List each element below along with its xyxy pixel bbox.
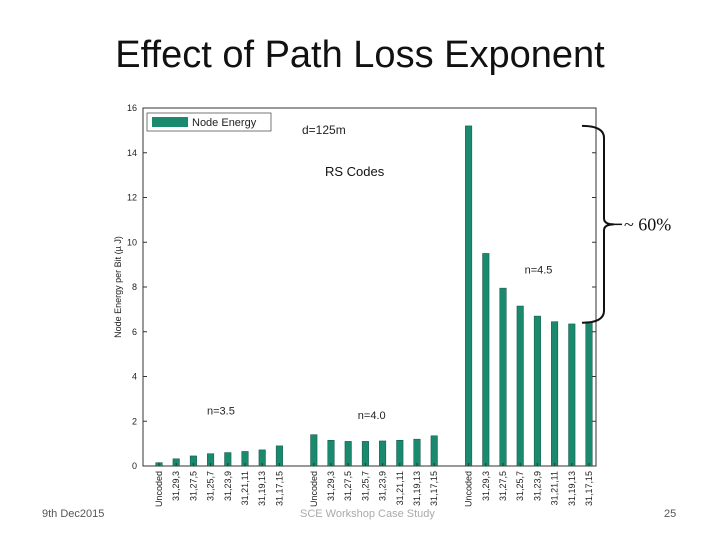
group-label: n=4.5	[525, 265, 553, 277]
bar	[275, 445, 283, 467]
bar	[465, 125, 473, 467]
x-tick-label: 31,17,15	[274, 471, 284, 506]
y-tick-label: 16	[127, 103, 137, 113]
y-tick-label: 4	[132, 372, 137, 382]
y-axis-label: Node Energy per Bit (µ J)	[113, 236, 123, 338]
footer-date: 9th Dec2015	[42, 508, 105, 520]
distance-annotation: d=125m	[302, 123, 346, 137]
bar	[551, 321, 559, 467]
bar	[568, 323, 576, 467]
x-tick-label: 31,19,13	[412, 471, 422, 506]
bar	[516, 305, 524, 467]
bar	[310, 434, 318, 467]
bar	[482, 253, 490, 467]
y-tick-label: 14	[127, 148, 137, 158]
bar	[396, 440, 404, 467]
x-tick-label: 31,17,15	[584, 471, 594, 506]
rs-codes-annotation: RS Codes	[325, 164, 385, 179]
y-ticks: 0 2 4 6 8 10 12 14 16 Node Energy per Bit (µ J)	[113, 103, 596, 471]
x-tick-label: 31,19,13	[257, 471, 267, 506]
bar	[533, 315, 541, 467]
x-tick-label: Uncoded	[464, 471, 474, 507]
footer-center: SCE Workshop Case Study	[300, 508, 435, 520]
x-tick-label: 31,17,15	[429, 471, 439, 506]
bar	[585, 321, 593, 467]
bar	[361, 441, 369, 467]
bar	[344, 441, 352, 467]
x-tick-label: 31,25,7	[360, 471, 370, 501]
bar	[379, 440, 387, 467]
x-tick-label: 31,19,13	[567, 471, 577, 506]
x-tick-label: 31,27,5	[343, 471, 353, 501]
reduction-bracket	[581, 124, 615, 324]
bar	[430, 435, 438, 467]
x-tick-label: Uncoded	[309, 471, 319, 507]
x-tick-label: 31,27,5	[498, 471, 508, 501]
legend: Node Energy	[146, 112, 272, 132]
legend-label: Node Energy	[192, 117, 257, 129]
x-tick-label: 31,21,11	[550, 471, 560, 505]
y-tick-label: 12	[127, 193, 137, 203]
y-tick-label: 10	[127, 237, 137, 247]
x-tick-label: 31,29,3	[326, 471, 336, 501]
x-tick-label: 31,25,7	[206, 471, 216, 501]
x-tick-label: 31,29,3	[171, 471, 181, 501]
bar	[327, 440, 335, 467]
group-label: n=4.0	[358, 410, 386, 422]
slide-title: Effect of Path Loss Exponent	[115, 34, 605, 76]
x-tick-label: 31,25,7	[515, 471, 525, 501]
y-tick-label: 6	[132, 327, 137, 337]
x-tick-labels: Uncoded 31,29,3 31,27,5 31,25,7 31,23,9 31,21…	[154, 463, 594, 507]
y-tick-label: 2	[132, 416, 137, 426]
x-tick-label: Uncoded	[154, 471, 164, 507]
x-tick-label: 31,21,11	[240, 471, 250, 505]
annotations: n=3.5 n=4.0 n=4.5 d=125m RS Codes ~ 60%	[207, 123, 671, 422]
x-tick-label: 31,21,11	[395, 471, 405, 505]
x-tick-label: 31,23,9	[223, 471, 233, 501]
x-tick-label: 31,29,3	[481, 471, 491, 501]
bar	[499, 287, 507, 467]
bar	[413, 438, 421, 467]
page-number: 25	[664, 508, 677, 520]
group-label: n=3.5	[207, 406, 235, 418]
y-tick-label: 8	[132, 282, 137, 292]
y-tick-label: 0	[132, 461, 137, 471]
legend-swatch	[152, 117, 188, 127]
reduction-annotation: ~ 60%	[624, 214, 671, 234]
x-tick-label: 31,27,5	[188, 471, 198, 501]
bars	[155, 125, 593, 467]
x-tick-label: 31,23,9	[532, 471, 542, 501]
x-tick-label: 31,23,9	[378, 471, 388, 501]
